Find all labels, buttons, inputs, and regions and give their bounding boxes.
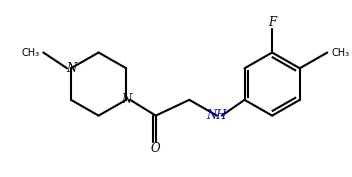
Text: CH₃: CH₃ bbox=[21, 47, 39, 58]
Text: N: N bbox=[121, 93, 131, 106]
Text: NH: NH bbox=[207, 109, 227, 122]
Text: CH₃: CH₃ bbox=[331, 47, 350, 58]
Text: O: O bbox=[151, 142, 161, 155]
Text: F: F bbox=[268, 16, 276, 29]
Text: N: N bbox=[66, 62, 76, 75]
